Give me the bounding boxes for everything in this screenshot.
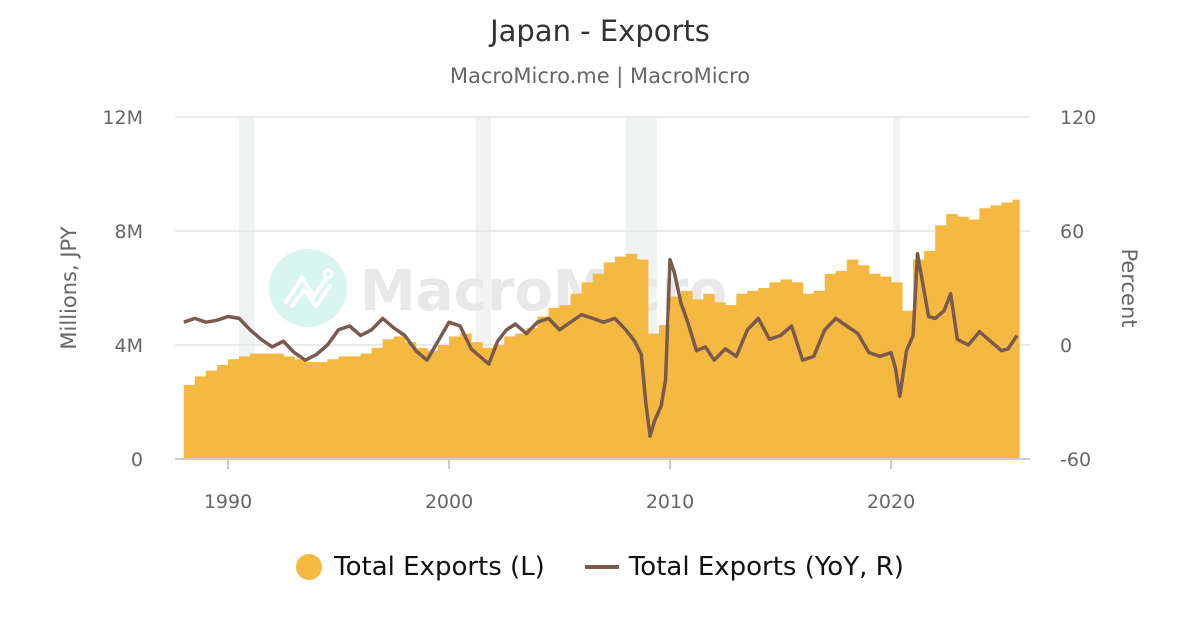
export-bar bbox=[471, 342, 483, 459]
left-tick-label: 0 bbox=[131, 449, 143, 471]
export-bar bbox=[515, 333, 527, 459]
export-bar bbox=[791, 282, 804, 459]
export-bar bbox=[415, 347, 428, 459]
export-bar bbox=[1012, 199, 1020, 459]
export-bar bbox=[802, 293, 815, 459]
export-bar bbox=[283, 356, 295, 459]
export-bar bbox=[437, 345, 450, 459]
export-bar bbox=[460, 333, 472, 459]
chart-subtitle: MacroMicro.me | MacroMicro bbox=[449, 64, 751, 88]
export-bar bbox=[504, 336, 516, 459]
export-bar bbox=[261, 353, 273, 459]
export-bar bbox=[183, 384, 196, 459]
export-bar bbox=[294, 359, 306, 459]
x-tick-label: 2000 bbox=[425, 491, 473, 513]
export-bar bbox=[570, 293, 583, 459]
x-tick-label: 2010 bbox=[646, 491, 694, 513]
export-bar bbox=[957, 216, 969, 459]
export-bar bbox=[747, 290, 759, 459]
right-tick-label: 60 bbox=[1060, 221, 1084, 243]
export-bar bbox=[559, 305, 572, 459]
x-tick-label: 1990 bbox=[204, 491, 252, 513]
right-axis-label: Percent bbox=[1117, 248, 1141, 327]
left-tick-label: 8M bbox=[115, 221, 143, 243]
export-bar bbox=[835, 270, 848, 459]
export-bar bbox=[316, 362, 328, 459]
right-tick-label: 0 bbox=[1060, 335, 1072, 357]
left-tick-label: 12M bbox=[102, 107, 143, 129]
legend-dot-icon bbox=[296, 554, 323, 580]
export-bar bbox=[846, 259, 859, 459]
export-bar bbox=[272, 353, 284, 459]
export-bar bbox=[736, 293, 748, 459]
watermark-text: MacroMicro bbox=[360, 259, 727, 324]
export-bar bbox=[769, 282, 781, 459]
export-bar bbox=[913, 259, 925, 459]
export-bar bbox=[758, 288, 770, 459]
export-bar bbox=[979, 208, 991, 459]
export-bar bbox=[924, 250, 936, 459]
export-bar bbox=[681, 290, 693, 459]
export-bar bbox=[670, 296, 682, 459]
export-bar bbox=[537, 316, 549, 459]
export-bar bbox=[371, 347, 384, 459]
export-bar bbox=[228, 359, 240, 459]
export-bar bbox=[349, 356, 362, 459]
export-bar bbox=[868, 273, 881, 459]
export-bar bbox=[250, 353, 262, 459]
watermark-logo: MacroMicro bbox=[269, 249, 727, 327]
export-bar bbox=[581, 282, 594, 459]
export-bar bbox=[935, 225, 947, 459]
export-bar bbox=[205, 370, 218, 459]
export-bar bbox=[990, 205, 1002, 459]
export-bar bbox=[216, 364, 229, 459]
export-bar bbox=[194, 376, 207, 459]
export-bar bbox=[493, 345, 505, 459]
export-bar bbox=[382, 339, 395, 459]
export-bar bbox=[647, 333, 660, 459]
left-axis-label: Millions, JPY bbox=[57, 226, 81, 349]
chart-title: Japan - Exports bbox=[490, 14, 710, 48]
export-bar bbox=[239, 356, 251, 459]
export-bar bbox=[725, 305, 737, 459]
legend-item-exports[interactable]: Total Exports (L) bbox=[296, 552, 545, 582]
export-bar bbox=[482, 347, 494, 459]
legend-line-icon bbox=[584, 565, 619, 569]
export-bar bbox=[625, 253, 638, 459]
export-bar bbox=[393, 336, 406, 459]
export-bar bbox=[879, 276, 892, 459]
export-bar bbox=[902, 310, 914, 459]
legend-item-yoy[interactable]: Total Exports (YoY, R) bbox=[584, 552, 904, 582]
export-bar bbox=[426, 350, 439, 459]
export-bar bbox=[692, 299, 704, 459]
right-tick-label: -60 bbox=[1060, 449, 1091, 471]
export-bar bbox=[327, 359, 339, 459]
left-tick-label: 4M bbox=[115, 335, 143, 357]
export-bar bbox=[813, 290, 826, 459]
export-bar bbox=[1001, 202, 1014, 459]
right-tick-label: 120 bbox=[1060, 107, 1096, 129]
export-bar bbox=[305, 362, 317, 459]
export-bar bbox=[780, 279, 793, 459]
export-bar bbox=[946, 213, 958, 459]
export-bar bbox=[824, 273, 837, 459]
legend-label: Total Exports (L) bbox=[334, 552, 545, 582]
export-bar bbox=[857, 265, 870, 459]
export-bar bbox=[703, 293, 715, 459]
export-bar bbox=[449, 336, 461, 459]
export-bar bbox=[526, 327, 538, 459]
export-bar bbox=[548, 307, 560, 459]
export-bar bbox=[714, 302, 726, 459]
export-bar bbox=[338, 356, 351, 459]
export-bar bbox=[360, 353, 373, 459]
legend-label: Total Exports (YoY, R) bbox=[628, 552, 904, 582]
export-bar bbox=[592, 273, 605, 459]
export-bar bbox=[603, 262, 616, 459]
export-bar bbox=[614, 256, 627, 459]
legend: Total Exports (L) Total Exports (YoY, R) bbox=[0, 552, 1200, 582]
export-bar bbox=[404, 342, 417, 459]
x-tick-label: 2020 bbox=[867, 491, 915, 513]
yoy-line bbox=[183, 252, 1019, 438]
